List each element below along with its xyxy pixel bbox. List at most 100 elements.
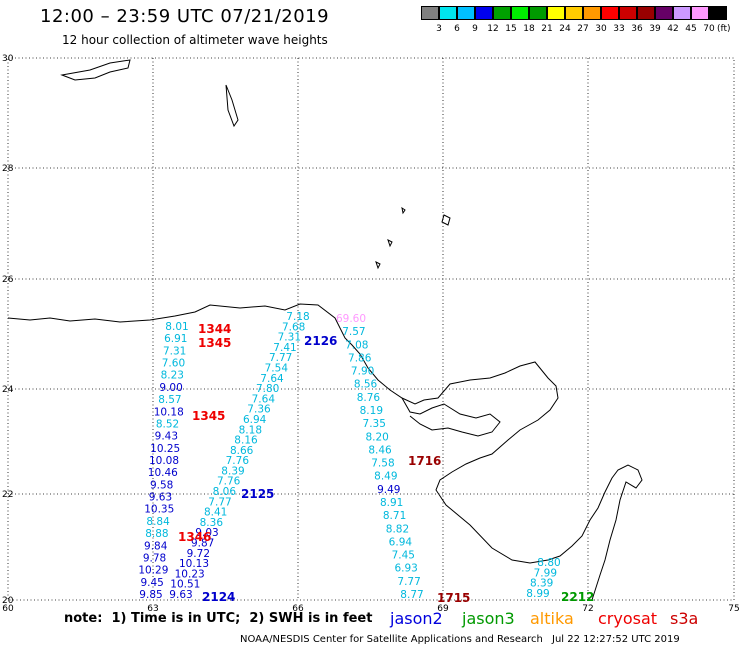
swh-value: 9.63 xyxy=(149,492,172,504)
swh-value: 6.93 xyxy=(394,563,417,575)
swh-value: 7.45 xyxy=(392,550,415,562)
swh-value: 7.31 xyxy=(278,332,301,344)
swh-value: 8.18 xyxy=(239,424,262,436)
swh-value: 8.57 xyxy=(158,394,181,406)
swh-value: 7.60 xyxy=(162,358,185,370)
swh-value: 7.90 xyxy=(351,366,374,378)
swh-value: 9.78 xyxy=(143,552,166,564)
color-scale-label: 12 xyxy=(487,24,499,34)
swh-value: 7.08 xyxy=(345,339,368,351)
pass-time-label: 2124 xyxy=(202,590,235,604)
footer-note: note: 1) Time is in UTC; 2) SWH is in fe… xyxy=(64,611,373,626)
lon-tick-label: 63 xyxy=(147,604,158,614)
swh-value: 8.20 xyxy=(365,431,388,443)
color-swatch xyxy=(493,6,511,20)
swh-value: 7.58 xyxy=(371,458,394,470)
swh-value: 7.35 xyxy=(363,418,386,430)
mission-label-s3a: s3a xyxy=(670,609,699,628)
island-small-3 xyxy=(387,239,393,248)
color-swatch xyxy=(601,6,619,20)
axis-tick-labels: 60 63 66 69 72 75 30 28 26 24 22 20 xyxy=(2,54,740,614)
color-scale-label: 42 xyxy=(667,24,679,34)
swh-value: 8.06 xyxy=(213,486,237,498)
swh-value: 8.16 xyxy=(234,435,258,447)
swh-value: 9.85 xyxy=(139,589,162,601)
pass-time-label: 1345 xyxy=(192,409,225,423)
swh-value: 10.13 xyxy=(179,558,209,570)
swh-value: 9.43 xyxy=(155,431,178,443)
swh-value: 8.46 xyxy=(368,444,392,456)
mission-label-altika: altika xyxy=(530,609,574,628)
swh-value: 8.99 xyxy=(526,588,549,600)
swh-value: 8.19 xyxy=(360,405,383,417)
swh-value: 9.03 xyxy=(195,527,218,539)
color-swatch xyxy=(421,6,439,20)
swh-value: 6.91 xyxy=(164,333,187,345)
swh-value: 8.71 xyxy=(383,510,406,522)
swh-value: 9.87 xyxy=(191,538,214,550)
swh-value: 8.80 xyxy=(537,557,560,569)
swh-value: 7.77 xyxy=(208,496,231,508)
color-scale-label: 21 xyxy=(541,24,553,34)
swh-value: 9.63 xyxy=(169,589,192,601)
lat-lon-grid xyxy=(8,58,734,600)
swh-value: 7.57 xyxy=(342,326,365,338)
pass-time-label: 1346 xyxy=(178,530,211,544)
swh-value: 7.64 xyxy=(260,373,284,385)
color-swatch xyxy=(457,6,475,20)
lon-tick-label: 72 xyxy=(582,604,593,614)
color-swatch xyxy=(547,6,565,20)
color-swatch xyxy=(565,6,583,20)
swh-value: 8.56 xyxy=(354,379,378,391)
swh-value: 7.86 xyxy=(348,352,372,364)
swh-value: 7.31 xyxy=(163,345,186,357)
swh-value: 9.49 xyxy=(377,484,400,496)
mission-label-jason3: jason3 xyxy=(462,609,515,628)
color-scale-label: 30 xyxy=(595,24,607,34)
color-swatch xyxy=(529,6,547,20)
lon-tick-label: 69 xyxy=(437,604,449,614)
color-swatch xyxy=(511,6,529,20)
swh-value: 8.23 xyxy=(161,370,184,382)
pass-time-label: 1345 xyxy=(198,336,231,350)
pass-time-label: 2125 xyxy=(241,487,274,501)
swh-value: 8.84 xyxy=(146,516,170,528)
swh-value: 10.29 xyxy=(138,565,168,577)
color-scale-label: 36 xyxy=(631,24,643,34)
swh-value: 9.84 xyxy=(144,540,168,552)
color-scale-label: 9 xyxy=(472,24,478,34)
swh-value: 7.76 xyxy=(217,476,241,488)
gulf-of-kutch xyxy=(401,397,501,437)
swh-value: 7.77 xyxy=(397,576,420,588)
swh-value: 9.00 xyxy=(159,382,182,394)
swh-value: 10.18 xyxy=(154,406,184,418)
island-small-1 xyxy=(225,84,239,128)
swh-value: 8.91 xyxy=(380,497,403,509)
color-scale-label: 45 xyxy=(685,24,697,34)
swh-value: 6.94 xyxy=(243,414,267,426)
color-scale-label: 39 xyxy=(649,24,661,34)
lon-tick-label: 66 xyxy=(292,604,304,614)
swh-value: 9.58 xyxy=(150,479,173,491)
swh-value: 8.76 xyxy=(357,392,381,404)
color-scale-label: 24 xyxy=(559,24,571,34)
lat-tick-label: 24 xyxy=(2,385,14,395)
swh-value: 8.82 xyxy=(386,523,409,535)
color-scale-label: 3 xyxy=(436,24,442,34)
swh-value: 8.77 xyxy=(400,589,423,601)
altimeter-tracks: 8.016.917.317.608.239.008.5710.188.529.4… xyxy=(138,311,560,601)
lon-tick-label: 75 xyxy=(728,604,739,614)
color-swatch xyxy=(475,6,493,20)
mission-label-jason2: jason2 xyxy=(390,609,443,628)
swh-value: 7.80 xyxy=(256,383,279,395)
lat-tick-label: 26 xyxy=(2,275,14,285)
color-swatch xyxy=(709,6,727,20)
color-scale-label: 70 xyxy=(703,24,715,34)
lat-tick-label: 20 xyxy=(2,596,14,606)
lat-tick-label: 22 xyxy=(2,490,13,500)
swh-value: 7.77 xyxy=(269,352,292,364)
swh-value: 8.41 xyxy=(204,507,227,519)
swh-value: 7.36 xyxy=(247,404,271,416)
island-north xyxy=(60,59,131,81)
swh-value: 10.35 xyxy=(144,504,174,516)
